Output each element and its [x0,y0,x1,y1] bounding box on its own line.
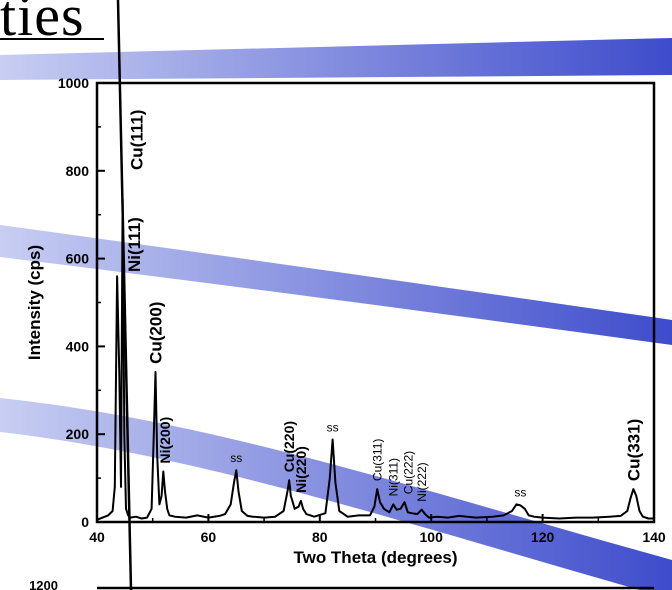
x-tick-label: 40 [89,529,105,545]
x-tick-label: 120 [531,529,555,545]
band-middle [0,225,672,345]
x-tick-label: 60 [201,529,217,545]
series-line [96,198,654,521]
y-tick-label: 1000 [58,75,89,91]
peak-label: Ni(311) [387,458,401,496]
x-axis-label: Two Theta (degrees) [293,548,457,567]
pointer-line [116,0,133,590]
peak-label: Cu(220) [281,421,297,472]
x-tick-label: 140 [642,529,666,545]
peak-label: Ni(200) [157,417,173,464]
y-tick-label: 0 [81,514,89,530]
peak-label: Cu(331) [624,419,643,481]
x-tick-label: 100 [420,529,444,545]
slide-title-fragment: ties [0,0,85,48]
y-tick-label: 600 [66,251,90,267]
peak-label: Cu(311) [370,439,384,481]
y-tick-label: 200 [66,426,90,442]
second-chart-tick-label: 1200 [29,578,58,590]
y-axis-label: Intensity (cps) [25,245,44,360]
title-underline [0,38,104,40]
peak-label: Cu(222) [402,451,416,494]
peak-label: Ni(111) [125,217,144,272]
peak-label: Cu(111) [128,110,147,170]
y-tick-label: 800 [66,163,90,179]
peak-label-ss: ss [327,420,339,434]
peak-label: Cu(200) [146,302,165,364]
y-tick-label: 400 [66,338,90,354]
peak-label-ss: ss [230,451,242,465]
x-tick-label: 80 [312,529,328,545]
peak-label: Ni(220) [293,446,309,493]
peak-label-ss: ss [514,485,526,499]
band-top [0,38,672,80]
peak-label: Ni(222) [415,462,429,501]
